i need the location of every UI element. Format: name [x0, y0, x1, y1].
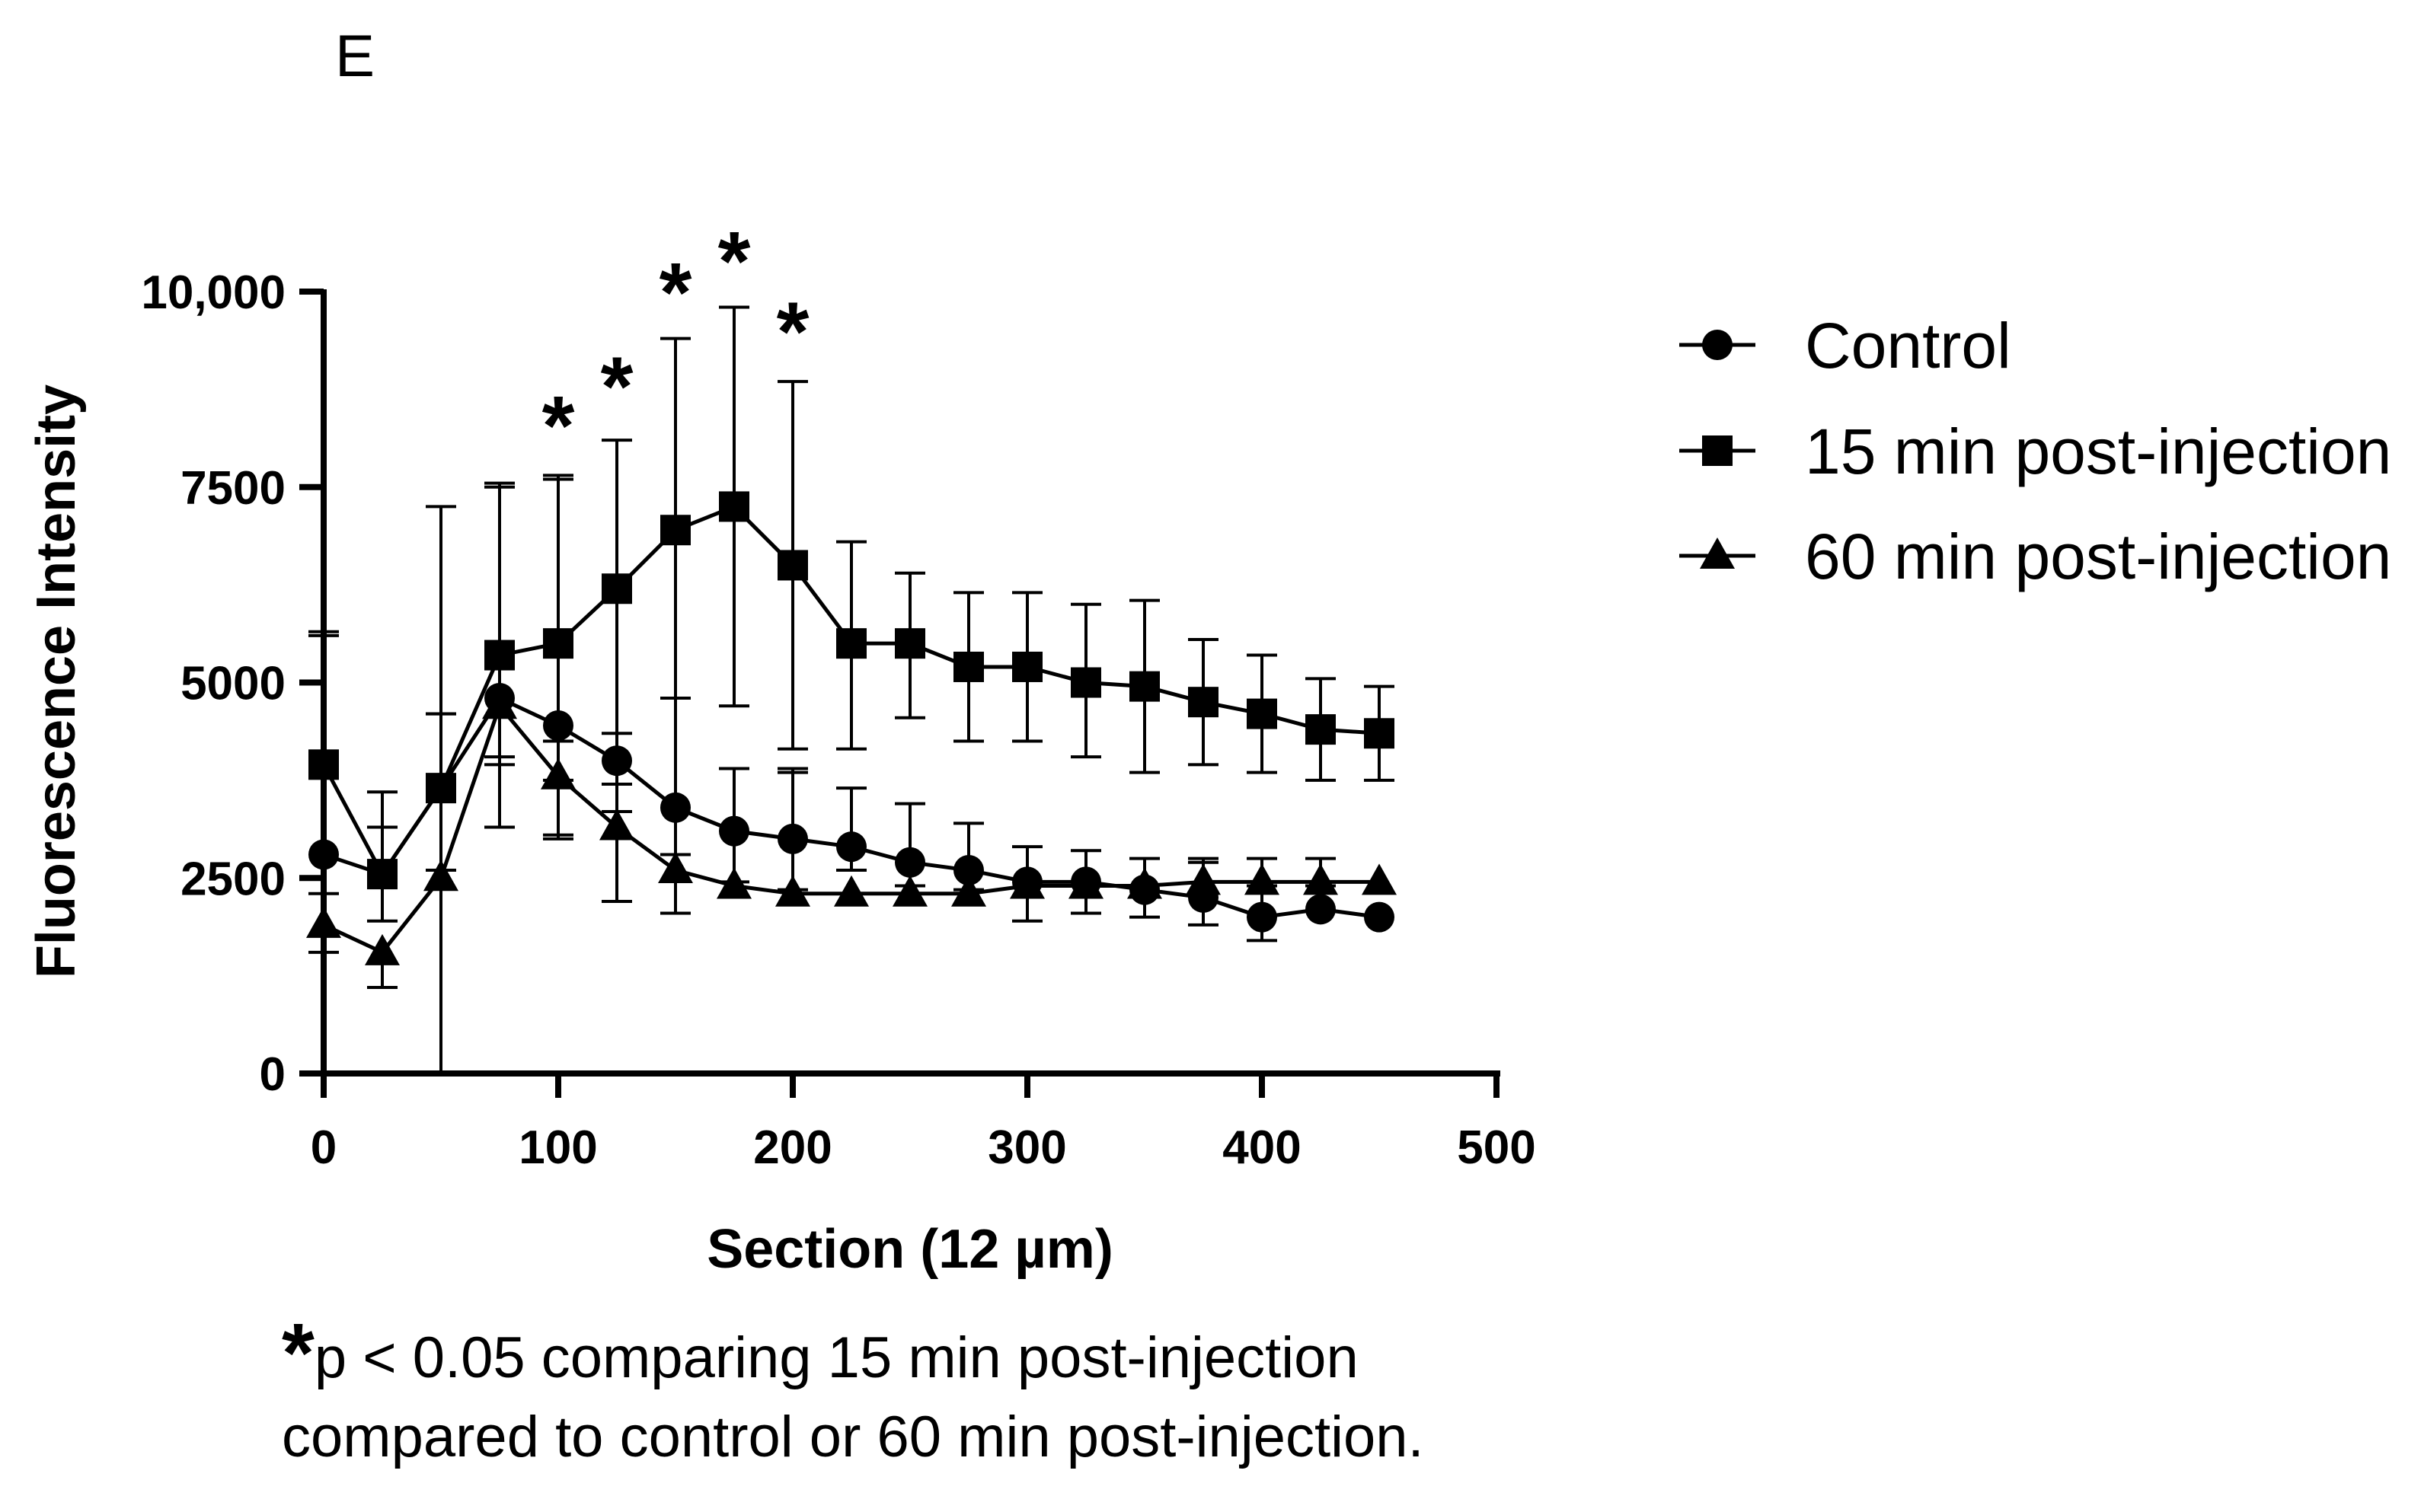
- y-tick-label: 0: [260, 1048, 286, 1101]
- significance-star: *: [718, 215, 751, 308]
- data-point: [1364, 718, 1394, 749]
- data-point: [1305, 894, 1336, 925]
- data-point: [1186, 863, 1221, 895]
- data-point: [1068, 867, 1104, 899]
- y-tick-label: 5000: [180, 658, 286, 710]
- footnote-line-1: *p < 0.05 comparing 15 min post-injectio…: [282, 1309, 1424, 1398]
- data-point: [1362, 863, 1397, 895]
- legend-label: 60 min post-injection: [1805, 521, 2391, 592]
- series-layer: [306, 305, 1397, 1075]
- data-point: [1305, 714, 1336, 745]
- data-point: [951, 875, 986, 907]
- footnote-star: *: [282, 1306, 315, 1400]
- legend-label: Control: [1805, 310, 2011, 381]
- legend-marker: [1702, 330, 1733, 360]
- panel-label: E: [335, 22, 375, 89]
- data-point: [895, 847, 925, 878]
- data-point: [895, 628, 925, 659]
- y-axis-label: Fluorescence Intensity: [26, 384, 87, 978]
- data-point: [836, 628, 867, 659]
- x-tick-label: 400: [1222, 1121, 1301, 1174]
- data-point: [1127, 867, 1162, 899]
- data-point: [1010, 867, 1045, 899]
- data-point: [1364, 901, 1394, 933]
- data-point: [775, 875, 810, 907]
- data-point: [367, 859, 398, 890]
- data-point: [1244, 863, 1279, 895]
- data-point: [602, 573, 632, 604]
- data-point: [778, 550, 808, 581]
- x-tick-label: 300: [988, 1121, 1066, 1174]
- data-point: [660, 515, 691, 546]
- data-point: [365, 933, 400, 965]
- x-ticks: 0 100 200 300 400 500: [311, 1073, 1536, 1174]
- series-square: [308, 305, 1394, 890]
- data-point: [1247, 698, 1277, 729]
- data-point: [1129, 671, 1160, 702]
- y-tick-label: 7500: [180, 462, 286, 515]
- data-point: [717, 867, 752, 899]
- y-ticks: 0 2500 5000 7500 10,000: [141, 266, 324, 1101]
- data-point: [836, 831, 867, 863]
- x-axis-label: Section (12 µm): [707, 1219, 1113, 1280]
- data-point: [834, 875, 869, 907]
- significance-star: *: [777, 285, 810, 379]
- x-tick-label: 500: [1457, 1121, 1535, 1174]
- significance-star: *: [601, 340, 634, 433]
- data-point: [953, 854, 984, 885]
- data-point: [953, 651, 984, 682]
- legend-marker: [1700, 537, 1735, 569]
- footnote-line-2: compared to control or 60 min post-injec…: [282, 1405, 1424, 1469]
- data-point: [599, 809, 634, 841]
- x-tick-label: 100: [519, 1121, 597, 1174]
- y-tick-label: 10,000: [141, 266, 286, 319]
- footnote: *p < 0.05 comparing 15 min post-injectio…: [282, 1309, 1424, 1477]
- data-point: [482, 687, 517, 719]
- legend-item: Control: [1679, 310, 2011, 381]
- legend-marker: [1702, 435, 1733, 466]
- data-point: [541, 758, 576, 789]
- significance-star: *: [542, 379, 575, 473]
- data-point: [306, 906, 341, 938]
- footnote-text-1: p < 0.05 comparing 15 min post-injection: [314, 1325, 1359, 1390]
- x-tick-label: 0: [311, 1121, 337, 1174]
- legend-item: 15 min post-injection: [1679, 416, 2391, 487]
- data-point: [308, 839, 339, 870]
- legend: Control 15 min post-injection 60 min post-…: [1679, 310, 2391, 592]
- data-point: [1247, 901, 1277, 933]
- significance-star: *: [660, 246, 692, 340]
- annotation-layer: * * * * *: [542, 215, 810, 473]
- data-point: [658, 851, 693, 883]
- data-point: [484, 640, 515, 671]
- legend-item: 60 min post-injection: [1679, 521, 2391, 592]
- x-tick-label: 200: [753, 1121, 832, 1174]
- data-point: [543, 628, 573, 659]
- data-point: [1188, 687, 1218, 718]
- data-point: [423, 860, 458, 892]
- data-point: [1303, 863, 1338, 895]
- data-point: [308, 749, 339, 780]
- data-point: [1012, 651, 1043, 682]
- series-triangle: [306, 687, 1397, 1075]
- y-tick-label: 2500: [180, 853, 286, 905]
- data-point: [719, 491, 749, 522]
- data-point: [893, 875, 928, 907]
- legend-label: 15 min post-injection: [1805, 416, 2391, 487]
- data-point: [1071, 667, 1101, 698]
